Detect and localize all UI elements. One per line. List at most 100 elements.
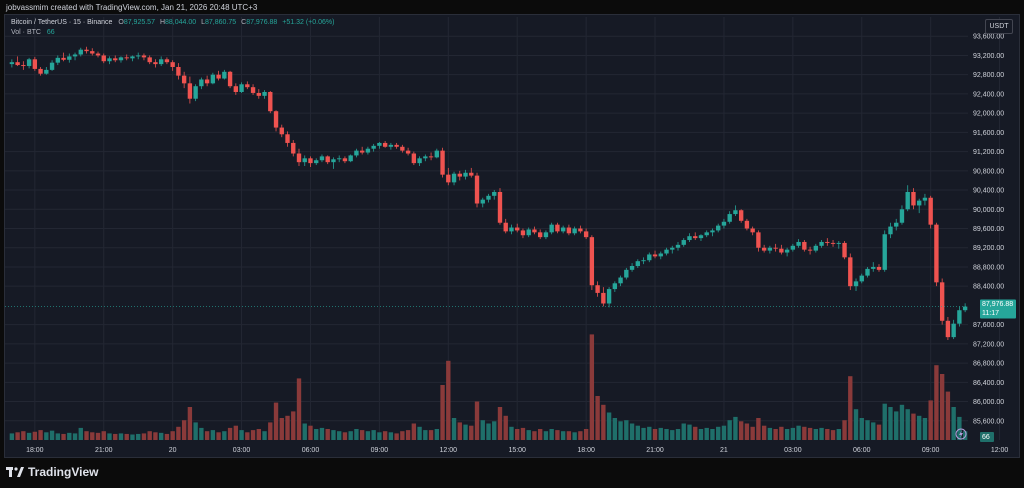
volume-bar <box>675 429 681 440</box>
x-tick-label: 03:00 <box>784 447 802 454</box>
y-tick-label: 90,800.00 <box>973 168 1004 175</box>
candle-body <box>807 249 813 251</box>
candle-body <box>652 254 658 257</box>
candle-body <box>543 232 549 238</box>
candle-body <box>698 235 704 239</box>
volume-label[interactable]: Vol · BTC <box>11 29 41 36</box>
currency-selector[interactable]: USDT <box>985 19 1013 34</box>
candle-body <box>78 49 83 55</box>
y-tick-label: 86,400.00 <box>973 380 1004 387</box>
header-bar: jobvassmim created with TradingView.com,… <box>0 0 1024 14</box>
candle-body <box>750 228 755 233</box>
candle-body <box>779 248 784 253</box>
volume-bar <box>158 432 164 440</box>
candle-body <box>641 260 646 262</box>
candle-body <box>210 74 216 84</box>
price-chart[interactable]: 93,600.00 93,200.00 92,800.00 92,400.00 92,0… <box>5 15 1021 459</box>
x-tick-label: 21:00 <box>646 447 664 454</box>
candle-body <box>90 51 95 54</box>
volume-bar <box>113 433 118 440</box>
candle-body <box>802 241 807 250</box>
volume-legend: Vol · BTC 66 <box>11 29 55 36</box>
volume-bar <box>876 424 882 440</box>
volume-bar <box>417 426 422 440</box>
volume-bar <box>348 431 353 440</box>
volume-bar <box>49 430 55 440</box>
volume-bar <box>635 425 640 440</box>
volume-bar <box>273 402 279 440</box>
volume-bar <box>572 432 577 440</box>
candle-body <box>767 247 773 251</box>
candle-body <box>836 242 841 244</box>
candle-body <box>67 56 72 60</box>
volume-bar <box>84 431 89 440</box>
y-tick-label: 92,800.00 <box>973 72 1004 79</box>
volume-bar <box>951 407 956 440</box>
volume-bar <box>503 415 508 440</box>
volume-bar <box>308 425 313 440</box>
candle-body <box>457 173 462 177</box>
volume-bar <box>405 430 411 440</box>
price-tag-value: 87,976.88 <box>982 301 1013 308</box>
volume-bar <box>72 433 78 440</box>
volume-bar <box>618 421 623 440</box>
candle-body <box>400 146 405 151</box>
candle-body <box>181 75 187 84</box>
volume-bar <box>440 385 445 440</box>
volume-bar <box>21 431 26 440</box>
volume-bar <box>95 432 101 440</box>
volume-bar <box>124 433 129 440</box>
volume-tag-box <box>980 432 994 442</box>
volume-bar <box>9 433 15 440</box>
volume-bar <box>331 430 336 440</box>
creator-credit: jobvassmim created with TradingView.com,… <box>6 3 258 12</box>
candle-body <box>26 59 32 67</box>
low-label: L <box>201 19 206 26</box>
y-tick-label: 91,600.00 <box>973 130 1004 137</box>
candle-body <box>899 209 905 223</box>
candle-body <box>578 228 583 232</box>
symbol-label[interactable]: Bitcoin / TetherUS · 15 · Binance <box>11 19 113 26</box>
volume-bar <box>377 432 382 440</box>
volume-bar <box>612 418 618 440</box>
volume-bar <box>222 431 227 440</box>
candle-body <box>308 158 313 164</box>
candle-body <box>130 56 135 59</box>
candle-body <box>463 172 468 177</box>
volume-value: 66 <box>46 29 55 36</box>
candle-body <box>32 59 38 69</box>
brand-name: TradingView <box>28 465 99 479</box>
volume-bar <box>474 401 480 440</box>
candle-body <box>245 84 250 88</box>
y-tick-label: 91,200.00 <box>973 149 1004 156</box>
candle-body <box>882 234 887 270</box>
volume-bar <box>710 429 715 440</box>
candle-body <box>101 55 106 62</box>
volume-bar <box>38 430 43 440</box>
x-tick-label: 03:00 <box>233 447 251 454</box>
volume-bar <box>457 422 462 440</box>
volume-bar <box>555 430 560 440</box>
x-tick-label: 09:00 <box>371 447 389 454</box>
volume-bar <box>784 429 790 440</box>
chart-panel[interactable]: 93,600.00 93,200.00 92,800.00 92,400.00 92,0… <box>4 14 1020 458</box>
volume-bar <box>451 418 457 440</box>
candle-body <box>842 242 847 258</box>
candle-body <box>15 62 20 66</box>
volume-bar <box>538 429 543 440</box>
volume-bar <box>761 425 767 440</box>
candle-body <box>342 158 348 162</box>
tradingview-logo[interactable]: TradingView <box>6 465 98 479</box>
close-value: 87,976.88 <box>246 19 278 26</box>
volume-bar <box>807 427 813 440</box>
candle-body <box>738 210 744 221</box>
y-tick-label: 89,600.00 <box>973 226 1004 233</box>
x-tick-label: 12:00 <box>991 447 1009 454</box>
candle-body <box>606 289 612 304</box>
volume-bar <box>61 433 66 440</box>
y-tick-label: 90,400.00 <box>973 188 1004 195</box>
candle-body <box>486 195 491 200</box>
volume-bar <box>802 426 807 440</box>
volume-bar <box>727 420 732 440</box>
volume-bar <box>107 433 112 440</box>
